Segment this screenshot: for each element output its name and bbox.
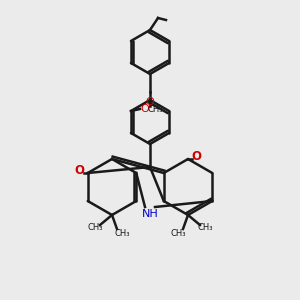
Text: CH₃: CH₃ <box>170 229 186 238</box>
Text: CH₃: CH₃ <box>197 224 213 232</box>
Text: O: O <box>75 164 85 176</box>
Text: CH₃: CH₃ <box>147 104 163 113</box>
Text: CH₃: CH₃ <box>114 229 130 238</box>
Text: O: O <box>141 104 149 114</box>
Text: O: O <box>191 149 201 163</box>
Text: NH: NH <box>142 209 158 219</box>
Text: O: O <box>146 97 154 107</box>
Text: CH₃: CH₃ <box>87 224 103 232</box>
